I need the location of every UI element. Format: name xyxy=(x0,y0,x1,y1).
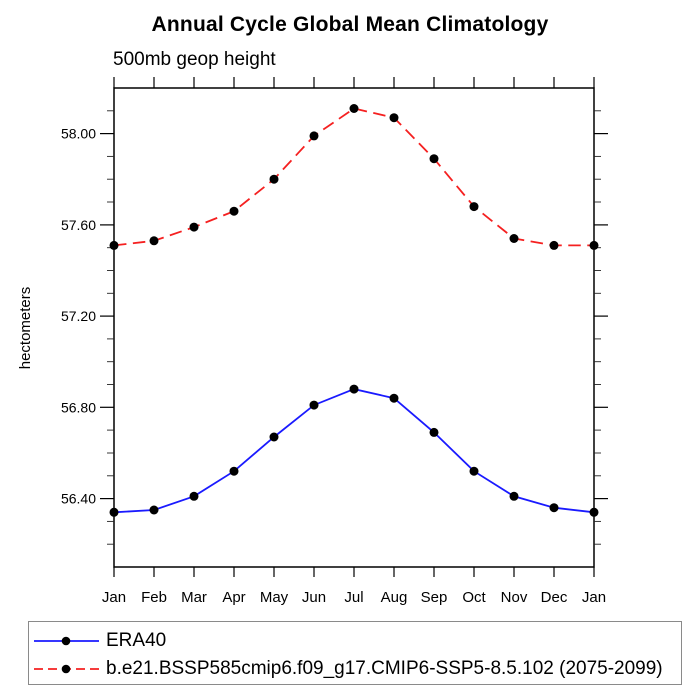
legend-item-era40: ERA40 xyxy=(33,627,166,655)
y-tick-label: 58.00 xyxy=(61,126,96,142)
data-point-marker xyxy=(389,113,399,123)
month-label: May xyxy=(260,589,289,606)
era40-line-sample xyxy=(34,636,99,646)
data-point-marker xyxy=(549,240,559,250)
legend-item-model-run: b.e21.BSSP585cmip6.f09_g17.CMIP6-SSP5-8.… xyxy=(33,655,663,683)
y-axis-title: hectometers xyxy=(17,287,34,370)
series-line xyxy=(113,107,594,247)
data-point-marker xyxy=(309,131,319,141)
data-point-marker xyxy=(149,236,159,246)
month-label: Feb xyxy=(141,589,167,606)
data-point-marker xyxy=(109,507,119,517)
legend-label-era40: ERA40 xyxy=(106,630,167,651)
axis-frame xyxy=(113,87,595,568)
month-label: Apr xyxy=(222,589,245,606)
month-label: Sep xyxy=(421,589,448,606)
legend-box: ERA40 b.e21.BSSP585cmip6.f09_g17.CMIP6-S… xyxy=(28,621,682,685)
data-point-marker xyxy=(509,234,519,243)
data-point-marker xyxy=(229,206,239,216)
month-label: Nov xyxy=(501,589,528,606)
data-point-marker xyxy=(229,466,239,476)
y-tick-label: 57.60 xyxy=(61,217,96,233)
data-point-marker xyxy=(429,427,439,437)
month-label: Oct xyxy=(462,589,486,606)
month-label: Aug xyxy=(381,589,408,606)
model-run-line-sample xyxy=(34,664,99,674)
month-label: Jul xyxy=(344,589,363,606)
data-point-marker xyxy=(109,240,119,250)
data-point-marker xyxy=(149,505,159,515)
data-point-marker xyxy=(349,384,359,394)
month-label: Mar xyxy=(181,589,207,606)
data-point-marker xyxy=(389,393,399,403)
data-point-marker xyxy=(429,154,439,164)
y-tick-label: 57.20 xyxy=(61,308,96,324)
data-point-marker xyxy=(549,503,559,513)
data-point-marker xyxy=(309,400,319,410)
month-label: Jan xyxy=(102,589,126,606)
data-point-marker xyxy=(469,202,479,212)
data-point-marker xyxy=(349,104,359,113)
data-point-marker xyxy=(189,222,199,232)
y-tick-label: 56.40 xyxy=(61,491,96,507)
month-label: Jun xyxy=(302,589,326,606)
data-point-marker xyxy=(269,432,279,442)
data-point-marker xyxy=(189,491,199,501)
data-point-marker xyxy=(269,174,279,184)
data-point-marker xyxy=(469,466,479,476)
chart-subtitle: 500mb geop height xyxy=(113,49,276,70)
legend-label-model-run: b.e21.BSSP585cmip6.f09_g17.CMIP6-SSP5-8.… xyxy=(106,658,663,679)
month-label: Jan xyxy=(582,589,606,606)
y-tick-label: 56.80 xyxy=(61,399,96,415)
series-line xyxy=(113,388,595,514)
data-point-marker xyxy=(509,491,519,501)
data-point-marker xyxy=(589,240,599,250)
chart-title: Annual Cycle Global Mean Climatology xyxy=(151,13,549,36)
month-label: Dec xyxy=(541,589,568,606)
data-point-marker xyxy=(589,507,599,517)
